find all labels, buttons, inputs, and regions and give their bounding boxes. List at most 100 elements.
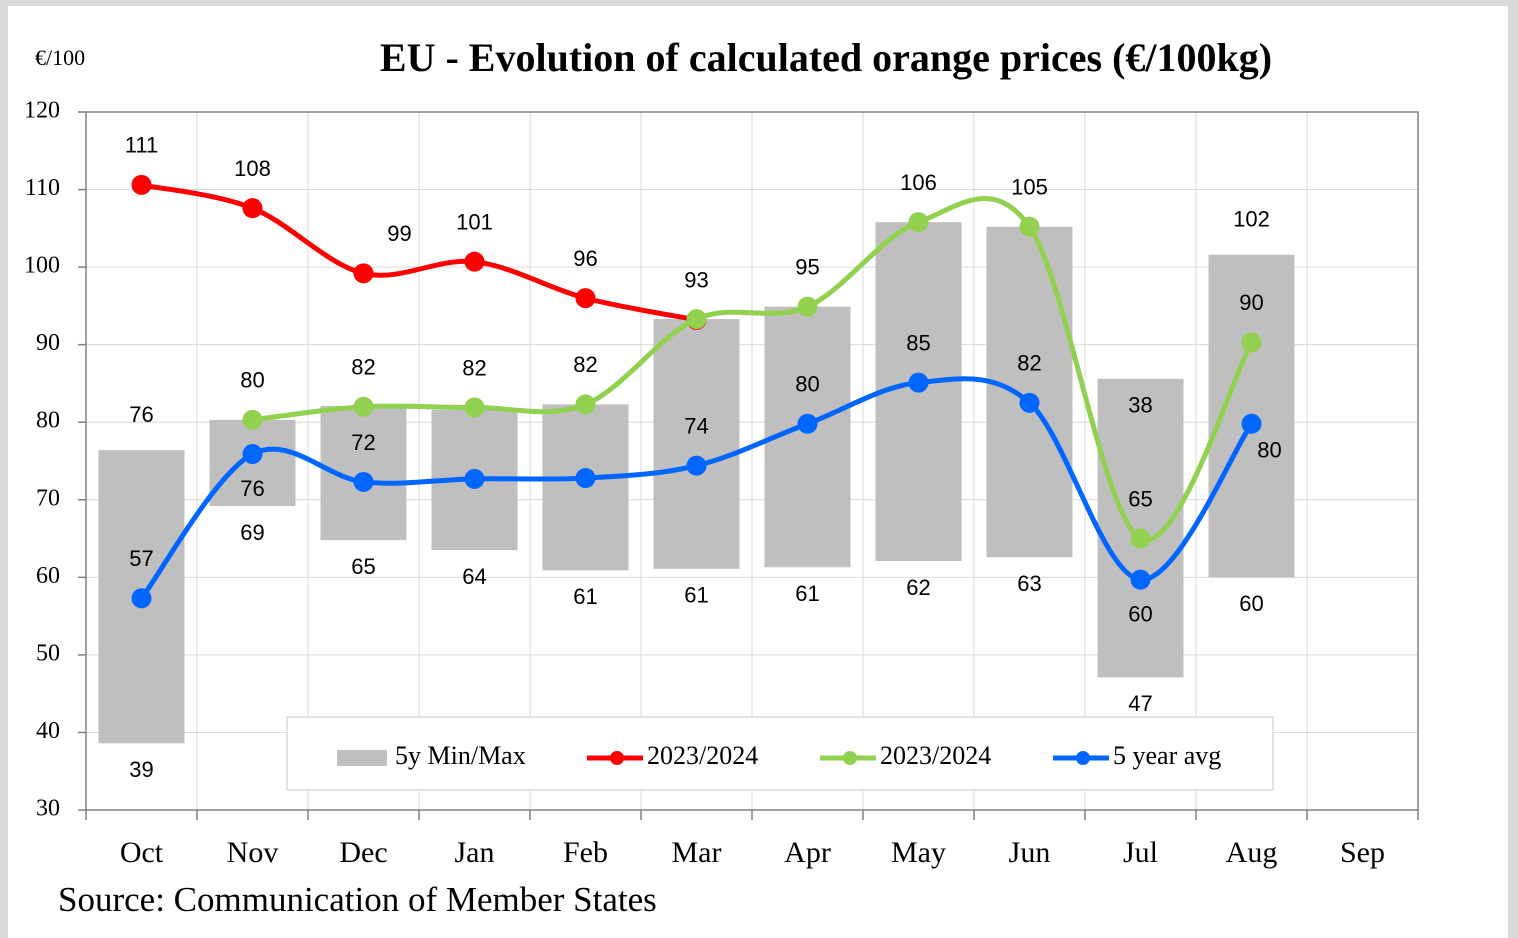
x-tick-label: Nov [227, 836, 279, 869]
series-point [575, 394, 596, 415]
series-point [1241, 413, 1262, 434]
series-point [797, 296, 818, 317]
y-tick-label: 90 [36, 330, 60, 356]
data-label: 80 [795, 372, 819, 397]
series-point [1241, 332, 1262, 353]
legend-marker [610, 751, 624, 765]
x-tick-label: May [891, 836, 946, 869]
y-tick-label: 70 [36, 485, 60, 511]
series-point [131, 174, 152, 195]
source-note: Source: Communication of Member States [58, 880, 657, 919]
series-point [1019, 392, 1040, 413]
data-label: 60 [1128, 601, 1152, 626]
y-axis-label: €/100 [35, 45, 85, 70]
range-min-label: 61 [795, 581, 819, 606]
x-tick-label: Jan [455, 836, 495, 869]
legend-swatch [337, 750, 387, 766]
data-label: 82 [573, 352, 597, 377]
data-label: 76 [240, 476, 264, 501]
x-tick-label: Oct [120, 836, 164, 869]
y-tick-label: 80 [36, 408, 60, 434]
series-point [131, 588, 152, 609]
range-max-label: 102 [1233, 207, 1270, 232]
data-label: 80 [240, 368, 264, 393]
plot-area: 30 40 50 60 70 80 90 100 110 120 Oct Nov Dec Jan Feb Ma… [24, 98, 1419, 869]
data-label: 105 [1011, 175, 1048, 200]
data-label: 93 [684, 268, 708, 293]
data-label: 85 [906, 330, 930, 355]
chart-title: EU - Evolution of calculated orange pric… [380, 35, 1272, 80]
y-tick-label: 110 [25, 175, 60, 201]
series-point [1130, 569, 1151, 590]
x-tick-label: Apr [784, 836, 831, 869]
series-point [797, 413, 818, 434]
series-point [242, 409, 263, 430]
range-max-label: 76 [129, 402, 153, 427]
range-min-label: 62 [906, 575, 930, 600]
x-tick-label: Dec [339, 836, 387, 869]
data-label: 90 [1239, 290, 1263, 315]
range-min-label: 65 [351, 554, 375, 579]
range-min-label: 61 [573, 584, 597, 609]
series-point [575, 288, 596, 309]
series-point [575, 468, 596, 489]
legend-box [286, 716, 1274, 791]
y-tick-label: 100 [24, 253, 60, 279]
data-label: 72 [351, 430, 375, 455]
data-label: 74 [684, 413, 708, 438]
data-label: 111 [125, 133, 158, 158]
series-point [686, 455, 707, 476]
y-tick-label: 50 [36, 640, 60, 666]
series-line [139, 182, 699, 323]
range-min-label: 61 [684, 583, 708, 608]
data-label: 80 [1257, 438, 1281, 463]
data-label: 82 [1017, 351, 1041, 376]
x-tick-label: Jun [1009, 836, 1051, 869]
range-bar [986, 226, 1073, 558]
x-tick-label: Sep [1340, 836, 1385, 869]
series-point [464, 251, 485, 272]
data-label: 96 [573, 246, 597, 271]
y-tick-label: 30 [36, 796, 60, 822]
range-min-label: 69 [240, 520, 264, 545]
series-point [908, 212, 929, 233]
data-label: 82 [462, 355, 486, 380]
series-point [1130, 528, 1151, 549]
data-label: 108 [234, 156, 271, 181]
series-point [353, 396, 374, 417]
x-tick-label: Mar [672, 836, 722, 869]
legend-label: 2023/2024 [647, 741, 758, 770]
legend-marker [1076, 751, 1090, 765]
range-min-label: 47 [1128, 691, 1152, 716]
data-label: 65 [1128, 486, 1152, 511]
series-point [353, 471, 374, 492]
range-min-label: 39 [129, 757, 153, 782]
x-tick-label: Jul [1123, 836, 1158, 869]
data-label: 57 [129, 546, 153, 571]
data-label: 82 [351, 355, 375, 380]
data-label: 95 [795, 254, 819, 279]
y-tick-label: 120 [24, 98, 60, 124]
data-label: 99 [387, 221, 411, 246]
series-point [464, 468, 485, 489]
legend-label: 5 year avg [1113, 741, 1221, 770]
x-tick-label: Feb [563, 836, 608, 869]
series-line [139, 376, 1254, 601]
series-point [686, 309, 707, 330]
legend-label: 2023/2024 [880, 741, 991, 770]
series-point [464, 397, 485, 418]
range-min-label: 64 [462, 564, 486, 589]
range-bar [653, 319, 740, 569]
y-tick-label: 60 [36, 563, 60, 589]
data-label: 106 [900, 170, 937, 195]
annotation: 38 [1128, 393, 1152, 418]
legend-label: 5y Min/Max [395, 741, 526, 770]
series-point [242, 198, 263, 219]
legend: 5y Min/Max 2023/2024 2023/2024 5 year avg [286, 716, 1274, 791]
data-label: 101 [456, 209, 493, 234]
range-min-label: 63 [1017, 571, 1041, 596]
series-point [1019, 216, 1040, 237]
series-point [353, 263, 374, 284]
